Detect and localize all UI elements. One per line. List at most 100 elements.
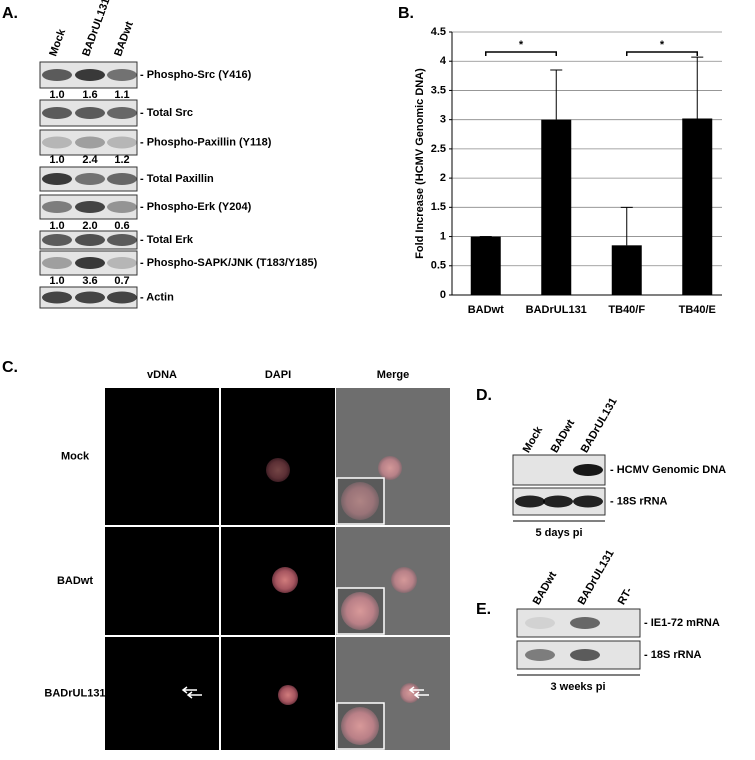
band [107, 136, 137, 149]
y-tick-label: 0.5 [431, 260, 446, 272]
quantification: 1.0 [49, 154, 64, 166]
bar [470, 236, 501, 295]
band [75, 136, 105, 149]
band [75, 291, 105, 304]
band [42, 291, 72, 304]
blot-label: - Phospho-Erk (Y204) [140, 201, 252, 213]
band [107, 291, 137, 304]
nucleus [391, 567, 417, 593]
inset-nucleus [341, 707, 379, 745]
column-header: Merge [377, 369, 409, 381]
x-tick-label: TB40/F [608, 304, 645, 316]
x-tick-label: BADwt [468, 304, 504, 316]
band [543, 495, 573, 508]
band [42, 69, 72, 81]
band [107, 257, 137, 269]
bar [611, 245, 642, 295]
blot [516, 640, 641, 670]
micrograph [221, 637, 335, 750]
blot-label: - 18S rRNA [644, 649, 702, 661]
band [42, 107, 72, 119]
band [107, 107, 137, 119]
lane-label: BADwt [531, 569, 560, 607]
footer: 5 days pi [535, 527, 582, 539]
quantification: 1.0 [49, 89, 64, 101]
band [107, 201, 137, 213]
row-label: BADrUL131 [44, 687, 105, 699]
band [42, 234, 72, 246]
nucleus [400, 683, 420, 703]
significance-bracket [626, 51, 698, 56]
band [75, 173, 105, 185]
quantification: 3.6 [82, 275, 97, 287]
band [573, 495, 603, 508]
arrow [186, 691, 202, 699]
band [42, 136, 72, 149]
y-tick-label: 2 [440, 172, 446, 184]
band [42, 257, 72, 269]
micrograph [105, 388, 219, 525]
nucleus [378, 456, 402, 480]
band [75, 107, 105, 119]
significance-bracket [485, 51, 557, 56]
quantification: 2.0 [82, 220, 97, 232]
quantification: 1.1 [114, 89, 129, 101]
blot-label: - Total Erk [140, 234, 194, 246]
lane-label: RT- [616, 585, 635, 607]
panel-label: D. [476, 387, 492, 404]
error-bar [620, 206, 633, 246]
row-label: BADwt [57, 575, 93, 587]
lane-label: BADrUL131 [80, 0, 112, 58]
error-bar [550, 69, 563, 120]
y-tick-label: 4 [440, 55, 447, 67]
nucleus [266, 458, 290, 482]
y-tick-label: 0 [440, 289, 446, 301]
error-bar [691, 56, 704, 119]
blot-label: - Actin [140, 291, 174, 303]
band [75, 69, 105, 81]
micrograph [221, 388, 335, 525]
lane-label: BADwt [549, 417, 578, 455]
quantification: 2.4 [82, 154, 98, 166]
blot-label: - HCMV Genomic DNA [610, 464, 726, 476]
bar [541, 119, 572, 296]
panel-label: E. [476, 601, 491, 618]
blot-label: - 18S rRNA [610, 495, 668, 507]
arrow [413, 691, 429, 699]
lane-label: BADwt [112, 20, 136, 58]
band [525, 649, 555, 661]
column-header: DAPI [265, 369, 291, 381]
inset-nucleus [341, 482, 379, 520]
band [75, 257, 105, 269]
band [570, 617, 600, 629]
quantification: 1.6 [82, 89, 97, 101]
row-label: Mock [61, 450, 90, 462]
nucleus [272, 567, 298, 593]
nucleus [278, 685, 298, 705]
micrograph [105, 527, 219, 635]
arrow [181, 686, 197, 694]
panel-label: A. [2, 5, 18, 22]
arrow [408, 686, 424, 694]
quantification: 1.2 [114, 154, 129, 166]
panel-label: C. [2, 359, 18, 376]
band [107, 234, 137, 246]
blot-label: - Total Paxillin [140, 173, 214, 185]
lane-label: Mock [47, 27, 68, 58]
y-axis-label: Fold Increase (HCMV Genomic DNA) [414, 68, 426, 259]
quantification: 0.6 [114, 220, 129, 232]
quantification: 1.0 [49, 220, 64, 232]
blot-label: - Total Src [140, 107, 193, 119]
blot [512, 454, 606, 486]
footer: 3 weeks pi [550, 681, 605, 693]
lane-label: Mock [521, 424, 546, 455]
quantification: 0.7 [114, 275, 129, 287]
lane-label: BADrUL131 [579, 396, 620, 455]
band [515, 495, 545, 508]
inset-nucleus [341, 592, 379, 630]
band [573, 464, 603, 476]
blot-label: - Phospho-Src (Y416) [140, 69, 252, 81]
band [107, 173, 137, 185]
band [42, 173, 72, 185]
